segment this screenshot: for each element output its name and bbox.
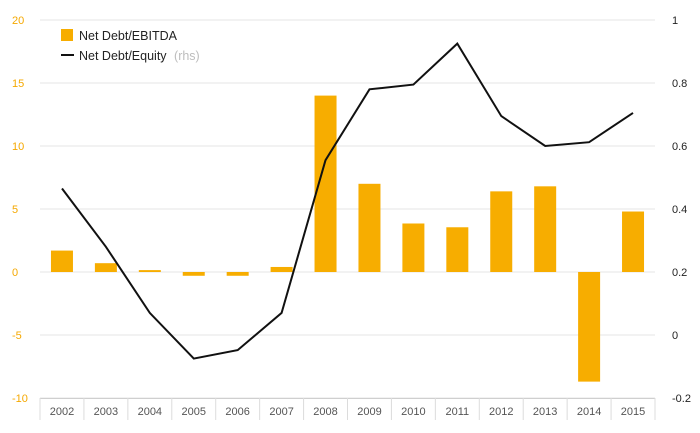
y-right-tick-label: 0.4 bbox=[672, 204, 687, 216]
legend-label-equity: Net Debt/Equity (rhs) bbox=[79, 49, 200, 63]
x-tick-label: 2005 bbox=[182, 406, 206, 418]
line-path bbox=[61, 42, 634, 360]
y-left-tick-label: 5 bbox=[12, 204, 18, 216]
bar bbox=[270, 266, 293, 272]
x-tick-label: 2007 bbox=[269, 406, 293, 418]
x-tick-label: 2009 bbox=[357, 406, 381, 418]
bar bbox=[182, 272, 205, 276]
x-tick-label: 2003 bbox=[94, 406, 118, 418]
y-right-tick-label: 0.2 bbox=[672, 267, 687, 279]
bar bbox=[534, 186, 557, 272]
x-tick-label: 2004 bbox=[138, 406, 162, 418]
y-right-tick-label: 0.6 bbox=[672, 141, 687, 153]
x-tick-label: 2013 bbox=[533, 406, 557, 418]
bar bbox=[138, 270, 161, 272]
legend-label-equity-main: Net Debt/Equity bbox=[79, 49, 167, 63]
x-tick-label: 2014 bbox=[577, 406, 601, 418]
line-series bbox=[61, 42, 634, 360]
gridlines bbox=[40, 19, 655, 399]
legend-label-equity-suffix: (rhs) bbox=[174, 49, 200, 63]
x-tick-label: 2015 bbox=[621, 406, 645, 418]
bar bbox=[314, 95, 337, 272]
x-tick-label: 2006 bbox=[225, 406, 249, 418]
y-left-tick-label: -10 bbox=[12, 393, 28, 405]
y-left-tick-label: -5 bbox=[12, 330, 22, 342]
y-right-tick-label: 1 bbox=[672, 15, 678, 27]
y-left-tick-label: 10 bbox=[12, 141, 24, 153]
x-tick-label: 2002 bbox=[50, 406, 74, 418]
bar bbox=[446, 227, 469, 272]
bar-series bbox=[50, 95, 645, 382]
bar bbox=[490, 191, 513, 272]
y-left-tick-label: 20 bbox=[12, 15, 24, 27]
legend-label-ebitda: Net Debt/EBITDA bbox=[79, 29, 178, 43]
y-right-tick-label: 0 bbox=[672, 330, 678, 342]
x-tick-label: 2011 bbox=[445, 406, 469, 418]
bar bbox=[94, 263, 117, 272]
y-left-tick-label: 15 bbox=[12, 78, 24, 90]
y-left-tick-label: 0 bbox=[12, 267, 18, 279]
bar bbox=[226, 272, 249, 276]
bar bbox=[358, 183, 381, 272]
bar bbox=[578, 272, 601, 382]
bar bbox=[402, 223, 425, 272]
y-right-tick-label: -0.2 bbox=[672, 393, 691, 405]
y-right-tick-label: 0.8 bbox=[672, 78, 687, 90]
x-tick-label: 2010 bbox=[401, 406, 425, 418]
bar bbox=[622, 211, 645, 272]
x-tick-label: 2012 bbox=[489, 406, 513, 418]
legend: Net Debt/EBITDA Net Debt/Equity (rhs) bbox=[61, 29, 200, 63]
bar bbox=[50, 250, 73, 272]
legend-swatch-bar bbox=[61, 29, 73, 41]
x-tick-label: 2008 bbox=[313, 406, 337, 418]
